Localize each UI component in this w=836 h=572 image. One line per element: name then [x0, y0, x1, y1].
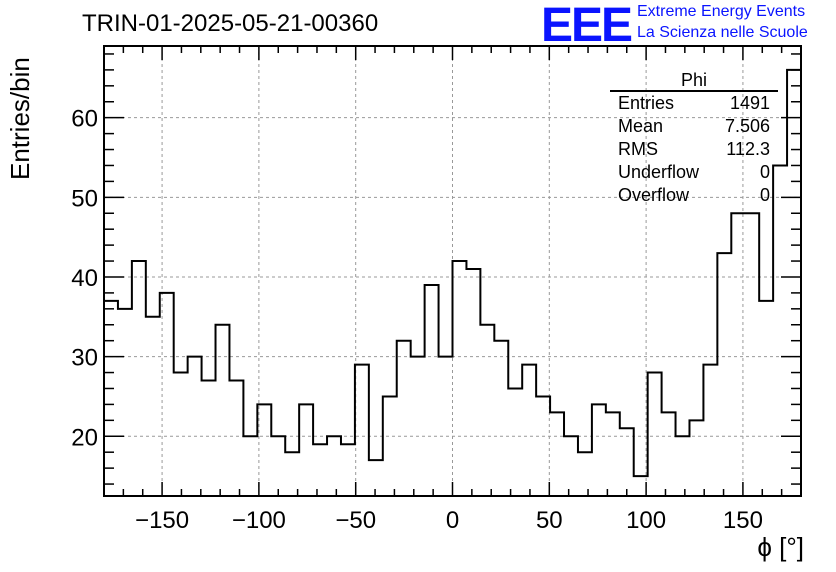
histogram-bin: [355, 365, 369, 496]
histogram-bin: [216, 325, 230, 496]
stats-row-rms: RMS 112.3: [610, 138, 778, 161]
histogram-bin: [383, 396, 397, 496]
stats-value: 0: [759, 162, 770, 182]
y-tick-label: 30: [71, 345, 98, 372]
x-tick-label: 0: [446, 507, 459, 534]
histogram-bin: [425, 285, 439, 496]
histogram-bin: [146, 317, 160, 496]
histogram-bin: [411, 357, 425, 496]
histogram-bin: [564, 436, 578, 496]
stats-value: 0: [759, 185, 770, 205]
y-axis-label: Entries/bin: [5, 57, 35, 180]
y-tick-label: 50: [71, 185, 98, 212]
y-tick-label: 60: [71, 106, 98, 133]
y-tick-label: 40: [71, 265, 98, 292]
histogram-bin: [717, 253, 731, 496]
stats-value: 112.3: [726, 139, 770, 159]
histogram-bin: [606, 412, 620, 496]
stats-row-mean: Mean 7.506: [610, 115, 778, 138]
histogram-bin: [453, 261, 467, 496]
stats-label: Overflow: [618, 185, 690, 205]
histogram-bin: [104, 301, 118, 496]
histogram-bin: [745, 213, 759, 496]
histogram-bin: [648, 373, 662, 496]
y-tick-label: 20: [71, 424, 98, 451]
chart-title: TRIN-01-2025-05-21-00360: [82, 10, 379, 37]
histogram-bin: [229, 381, 243, 496]
histogram-bin: [439, 357, 453, 496]
histogram-bin: [773, 165, 787, 496]
x-tick-label: −150: [135, 507, 189, 534]
x-axis-label: ϕ [°]: [757, 532, 804, 562]
x-tick-label: −100: [232, 507, 286, 534]
histogram-bin: [397, 341, 411, 496]
histogram-bin: [662, 412, 676, 496]
histogram-bin: [174, 373, 188, 496]
logo-line-2: La Scienza nelle Scuole: [637, 24, 808, 41]
histogram-bin: [341, 444, 355, 496]
histogram-bin: [703, 365, 717, 496]
stats-label: RMS: [618, 139, 658, 159]
stats-label: Entries: [618, 93, 675, 113]
x-tick-label: 150: [723, 507, 763, 534]
histogram-bin: [508, 388, 522, 496]
histogram-bin: [522, 365, 536, 496]
stats-row-entries: Entries 1491: [610, 92, 778, 115]
histogram-outline: [104, 68, 801, 478]
histogram-bin: [480, 325, 494, 496]
histogram-bin: [118, 309, 132, 496]
histogram-bin: [578, 452, 592, 496]
y-axis-ticks: 20 30 40 50 60: [71, 53, 801, 485]
histogram-bin: [494, 341, 508, 496]
x-tick-label: −50: [335, 507, 376, 534]
histogram-bin: [759, 301, 773, 496]
eee-logo: EEE: [541, 0, 633, 52]
histogram-bin: [243, 436, 257, 496]
x-tick-label: 50: [536, 507, 563, 534]
x-tick-label: 100: [626, 507, 666, 534]
histogram-bin: [271, 436, 285, 496]
histogram-bin: [676, 436, 690, 496]
stats-label: Mean: [618, 116, 664, 136]
stats-value: 1491: [729, 93, 770, 113]
logo-line-1: Extreme Energy Events: [637, 3, 806, 20]
histogram-bin: [536, 396, 550, 496]
histogram-series: [104, 68, 801, 496]
histogram-bin: [592, 404, 606, 496]
x-axis-ticks: −150 −100 −50 0 50 100 150: [103, 46, 802, 534]
stats-title: Phi: [610, 70, 778, 92]
stats-row-overflow: Overflow 0: [610, 184, 778, 207]
histogram-bin: [299, 404, 313, 496]
stats-value: 7.506: [724, 116, 770, 136]
histogram-bin: [620, 428, 634, 496]
histogram-bin: [466, 269, 480, 496]
histogram-bin: [202, 381, 216, 496]
histogram-bin: [369, 460, 383, 496]
histogram-bin: [689, 420, 703, 496]
histogram-bin: [327, 436, 341, 496]
histogram-bin: [550, 412, 564, 496]
histogram-bin: [188, 357, 202, 496]
stats-box: Phi Entries 1491 Mean 7.506 RMS 112.3 Un…: [610, 70, 778, 207]
histogram-bin: [313, 444, 327, 496]
stats-row-underflow: Underflow 0: [610, 161, 778, 184]
histogram-bin: [132, 261, 146, 496]
stats-label: Underflow: [618, 162, 700, 182]
